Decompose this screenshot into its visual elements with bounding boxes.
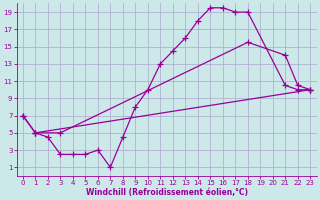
X-axis label: Windchill (Refroidissement éolien,°C): Windchill (Refroidissement éolien,°C) <box>85 188 248 197</box>
